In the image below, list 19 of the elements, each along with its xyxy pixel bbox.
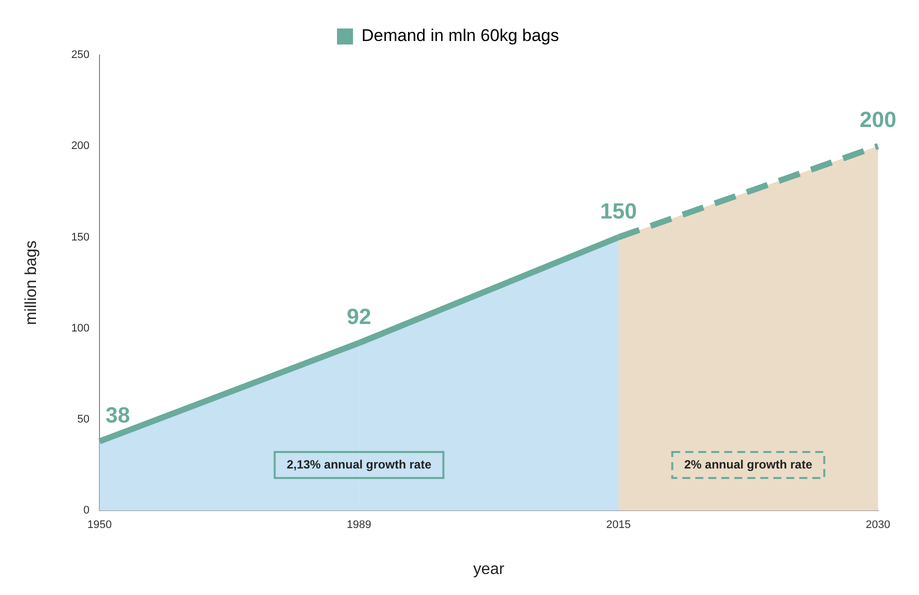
x-tick-label: 2030 [866,519,890,532]
data-label: 38 [106,402,130,428]
y-tick-label: 50 [77,414,90,426]
x-tick-label: 1989 [346,519,372,532]
legend-label: Demand in mln 60kg bags [362,26,560,46]
annotation: 2% annual growth rate [684,457,813,472]
y-tick-label: 200 [71,140,90,152]
x-axis-title: year [473,560,506,578]
data-label: 92 [346,304,372,329]
x-tick-label: 2015 [606,519,631,532]
y-tick-label: 250 [71,49,90,62]
x-tick-label: 1950 [87,519,112,532]
y-tick-label: 150 [71,231,90,244]
y-axis-title: million bags [23,240,40,326]
data-label: 200 [860,107,896,132]
data-label: 150 [600,198,637,224]
y-tick-label: 100 [71,322,90,334]
annotation: 2,13% annual growth rate [286,457,432,472]
y-tick-label: 0 [83,504,90,517]
